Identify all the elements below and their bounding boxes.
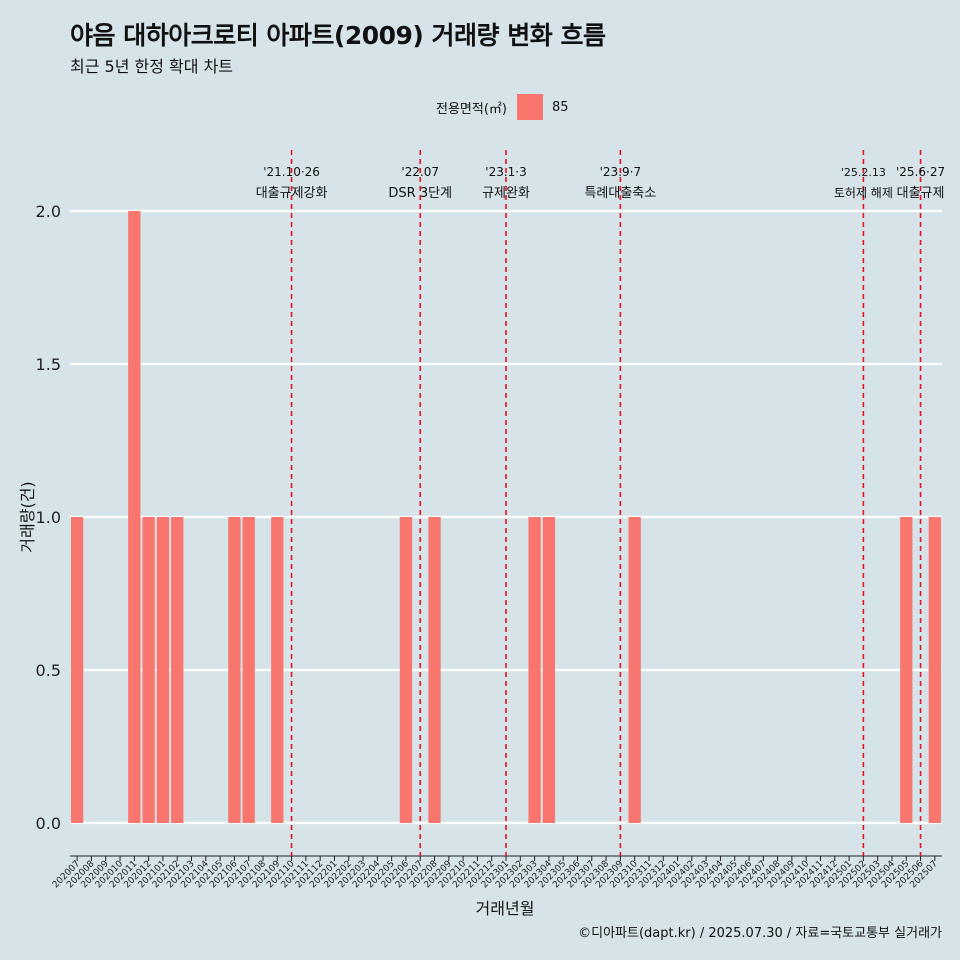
y-tick-label: 1.0 — [36, 508, 61, 527]
bar — [428, 517, 441, 823]
event-date-label: '21.10·26 — [263, 165, 320, 179]
bar — [928, 517, 941, 823]
event-name-label: 대출규제강화 — [256, 186, 328, 201]
bar — [142, 517, 155, 823]
bar — [528, 517, 541, 823]
bar — [399, 517, 413, 823]
event-name-label: 대출규제 — [897, 186, 945, 201]
event-date-label: '25.6·27 — [896, 165, 945, 179]
bar — [628, 517, 641, 823]
event-date-label: '23.1·3 — [485, 165, 526, 179]
bar — [542, 517, 556, 823]
bar — [171, 517, 184, 823]
legend-title: 전용면적(㎡) — [436, 101, 507, 117]
event-name-label: 특례대출축소 — [584, 186, 656, 201]
event-date-label: '25.2.13 — [841, 166, 886, 179]
chart-title: 야음 대하아크로티 아파트(2009) 거래량 변화 흐름 — [70, 21, 606, 50]
legend: 전용면적(㎡) 85 — [436, 93, 569, 121]
bar — [128, 211, 141, 823]
chart-subtitle: 최근 5년 한정 확대 차트 — [70, 57, 234, 76]
event-date-label: '23.9·7 — [600, 165, 641, 179]
event-name-label: DSR 3단계 — [388, 186, 452, 201]
bar — [156, 517, 170, 823]
y-tick-label: 2.0 — [36, 202, 61, 221]
event-date-label: '22.07 — [401, 165, 439, 179]
bar — [242, 517, 255, 823]
y-axis-title: 거래량(건) — [18, 481, 37, 552]
x-axis-title: 거래년월 — [476, 899, 535, 918]
y-tick-label: 0.0 — [36, 814, 61, 833]
bar — [71, 517, 84, 823]
bar — [900, 517, 913, 823]
event-name-label: 규제완화 — [482, 186, 530, 201]
source-caption: ©디아파트(dapt.kr) / 2025.07.30 / 자료=국토교통부 실… — [578, 926, 942, 941]
y-tick-label: 1.5 — [36, 355, 61, 374]
y-tick-label: 0.5 — [36, 661, 61, 680]
bar — [228, 517, 241, 823]
legend-label: 85 — [551, 99, 569, 115]
bar — [271, 517, 284, 823]
legend-key — [516, 94, 543, 120]
event-name-label: 토허제 해제 — [834, 186, 893, 200]
